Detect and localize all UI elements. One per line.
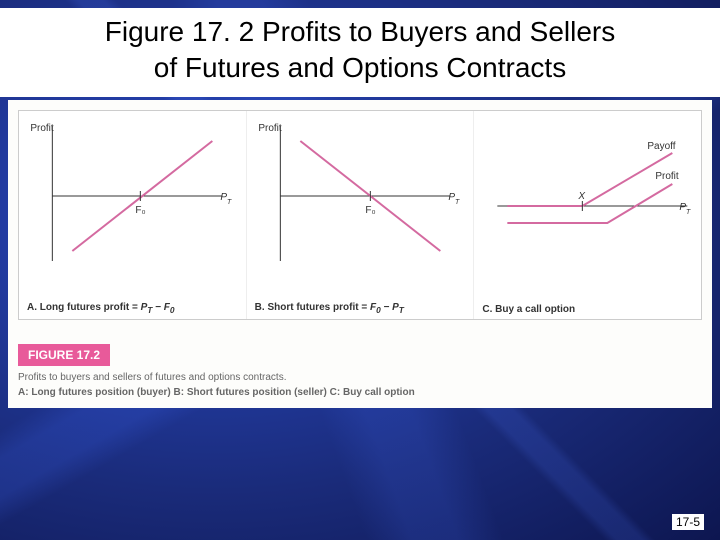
chart-c-pt-label: PT xyxy=(680,202,692,216)
figure-panel: Profit F₀ PT A. Long futures profit = PT… xyxy=(8,100,712,408)
figure-description-2: A: Long futures position (buyer) B: Shor… xyxy=(18,387,702,398)
chart-a-caption-bold: A. xyxy=(27,302,37,313)
chart-b-f0-label: F₀ xyxy=(365,205,375,216)
title-line-2: of Futures and Options Contracts xyxy=(154,52,566,83)
chart-c-svg: Payoff Profit X PT xyxy=(474,111,701,281)
figure-description: Profits to buyers and sellers of futures… xyxy=(18,372,702,383)
chart-b: Profit F₀ PT B. Short futures profit = F… xyxy=(247,111,475,319)
chart-c-profit-line xyxy=(508,184,673,223)
chart-b-y-label: Profit xyxy=(258,123,282,134)
slide-title: Figure 17. 2 Profits to Buyers and Selle… xyxy=(0,8,720,97)
chart-c-caption-bold: C. xyxy=(482,304,492,315)
chart-b-svg: Profit F₀ PT xyxy=(247,111,474,281)
chart-a-y-label: Profit xyxy=(30,123,54,134)
chart-c: Payoff Profit X PT C. Buy a call option xyxy=(474,111,701,319)
chart-a-caption-formula: PT − F0 xyxy=(141,302,175,313)
chart-b-caption-text: Short futures profit = xyxy=(265,302,370,313)
chart-a: Profit F₀ PT A. Long futures profit = PT… xyxy=(19,111,247,319)
charts-row: Profit F₀ PT A. Long futures profit = PT… xyxy=(18,110,702,320)
chart-a-svg: Profit F₀ PT xyxy=(19,111,246,281)
chart-c-payoff-label: Payoff xyxy=(648,141,676,152)
figure-desc-b: B: Short futures position (seller) xyxy=(174,387,330,398)
chart-b-caption-formula: F0 − PT xyxy=(370,302,404,313)
chart-a-pt-label: PT xyxy=(220,192,232,206)
chart-a-f0-label: F₀ xyxy=(135,205,145,216)
chart-b-caption: B. Short futures profit = F0 − PT xyxy=(255,302,404,315)
slide-number: 17-5 xyxy=(672,514,704,530)
chart-a-caption-text: Long futures profit = xyxy=(37,302,141,313)
title-line-1: Figure 17. 2 Profits to Buyers and Selle… xyxy=(105,16,615,47)
figure-label-box: FIGURE 17.2 xyxy=(18,344,110,366)
chart-b-caption-bold: B. xyxy=(255,302,265,313)
figure-label-text: FIGURE 17.2 xyxy=(28,348,100,362)
chart-c-caption: C. Buy a call option xyxy=(482,304,575,315)
figure-desc-a: A: Long futures position (buyer) xyxy=(18,387,174,398)
figure-desc-c: C: Buy call option xyxy=(330,387,415,398)
chart-b-pt-label: PT xyxy=(448,192,460,206)
chart-a-caption: A. Long futures profit = PT − F0 xyxy=(27,302,175,315)
chart-c-caption-text: Buy a call option xyxy=(492,304,575,315)
chart-c-profit-label: Profit xyxy=(656,171,680,182)
chart-c-x-label: X xyxy=(578,191,586,202)
